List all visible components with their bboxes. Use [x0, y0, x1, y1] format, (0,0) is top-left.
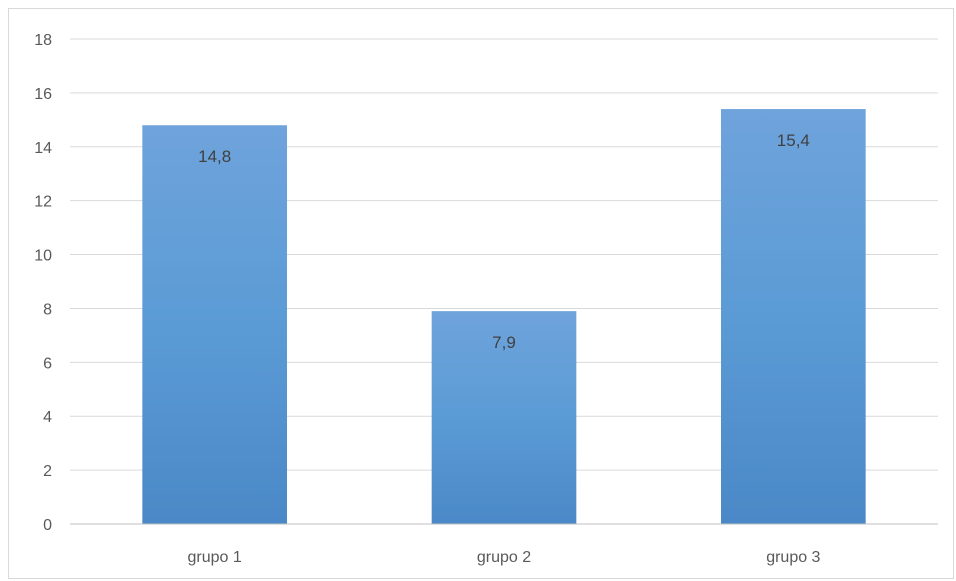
bar-grupo-3 — [721, 109, 866, 524]
bars — [142, 109, 865, 524]
y-tick-label: 2 — [43, 463, 52, 480]
category-label: grupo 2 — [477, 549, 531, 566]
y-tick-label: 16 — [34, 86, 52, 103]
y-tick-label: 4 — [43, 409, 52, 426]
x-axis-categories: grupo 1 grupo 2 grupo 3 — [188, 549, 821, 566]
bar-grupo-1 — [142, 125, 287, 524]
y-tick-label: 12 — [34, 194, 52, 211]
y-tick-label: 10 — [34, 248, 52, 265]
y-tick-label: 18 — [34, 32, 52, 49]
data-label: 15,4 — [777, 131, 810, 150]
data-label: 7,9 — [492, 333, 516, 352]
category-label: grupo 1 — [188, 549, 242, 566]
y-tick-label: 8 — [43, 301, 52, 318]
y-axis-ticks: 0 2 4 6 8 10 12 14 16 18 — [34, 32, 52, 534]
category-label: grupo 3 — [766, 549, 820, 566]
y-tick-label: 14 — [34, 140, 52, 157]
data-label: 14,8 — [198, 147, 231, 166]
y-tick-label: 0 — [43, 517, 52, 534]
y-tick-label: 6 — [43, 355, 52, 372]
